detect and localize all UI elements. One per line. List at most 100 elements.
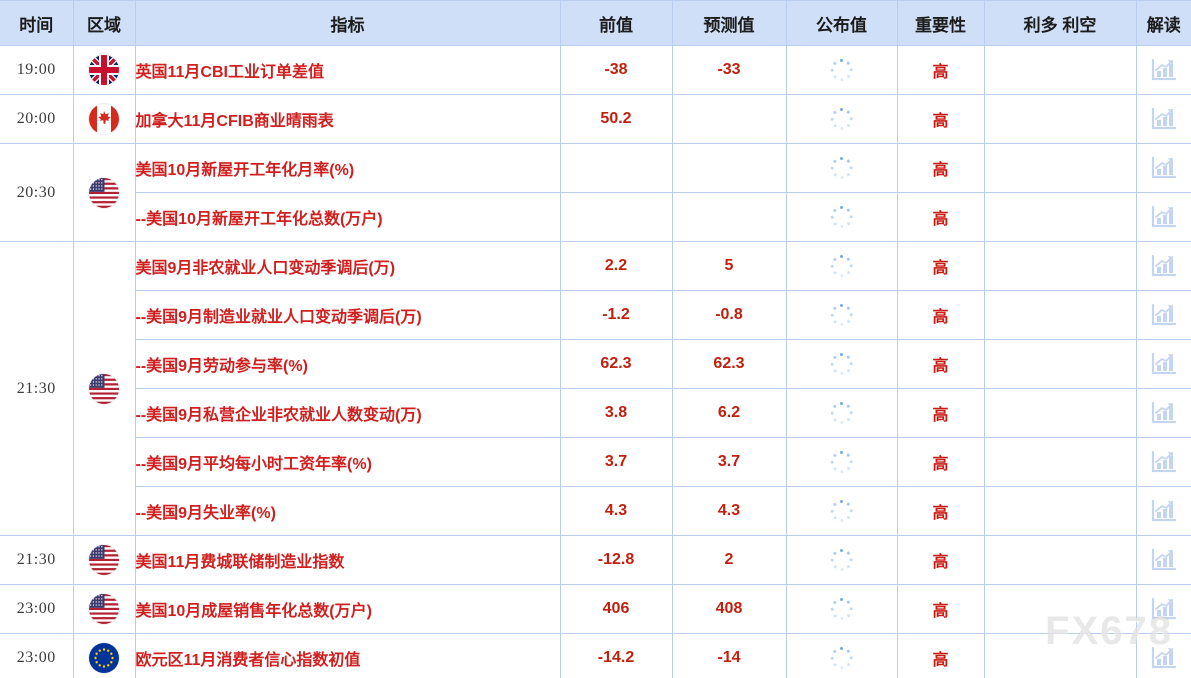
cell-forecast <box>671 143 787 193</box>
column-header-area[interactable]: 区域 <box>72 0 136 46</box>
loading-spinner-icon <box>830 304 853 326</box>
cell-indicator[interactable]: --美国9月私营企业非农就业人数变动(万) <box>135 388 561 438</box>
chart-icon[interactable] <box>1151 205 1177 229</box>
cell-analysis[interactable] <box>1135 45 1191 95</box>
chart-icon[interactable] <box>1151 548 1177 572</box>
table-row[interactable]: 19:00 英国11月CBI工业订单差值 -38 -33 高 <box>0 45 1191 95</box>
cell-previous: 50.2 <box>559 94 673 144</box>
chart-icon[interactable] <box>1151 303 1177 327</box>
chart-icon[interactable] <box>1151 401 1177 425</box>
cell-indicator[interactable]: --美国9月平均每小时工资年率(%) <box>135 437 561 487</box>
table-row[interactable]: 23:00 欧元区11月消费者信心指数初值 -14.2 -14 高 <box>0 633 1191 678</box>
cell-previous: -12.8 <box>559 535 673 585</box>
cell-area <box>72 633 136 678</box>
table-row[interactable]: 21:30 美国9月非农就业人口变动季调后(万) 2.2 5 高 <box>0 241 1191 536</box>
column-header-analysis[interactable]: 解读 <box>1135 0 1191 46</box>
chart-icon[interactable] <box>1151 254 1177 278</box>
chart-icon[interactable] <box>1151 352 1177 376</box>
usa-flag-icon <box>89 545 119 575</box>
chart-icon[interactable] <box>1151 597 1177 621</box>
eu-flag-icon <box>89 643 119 673</box>
cell-importance: 高 <box>896 486 985 536</box>
cell-indicator[interactable]: 美国11月费城联储制造业指数 <box>134 535 561 585</box>
cell-bias <box>983 535 1137 585</box>
table-row[interactable]: --美国9月平均每小时工资年率(%) 3.7 3.7 高 <box>0 437 1191 487</box>
cell-indicator[interactable]: 美国10月成屋销售年化总数(万户) <box>134 584 561 634</box>
table-body: 19:00 英国11月CBI工业订单差值 -38 -33 高 20:00 加拿大11月CFI… <box>0 45 1191 678</box>
cell-importance: 高 <box>896 241 985 291</box>
column-header-bias[interactable]: 利多 利空 <box>983 0 1137 46</box>
cell-forecast: 2 <box>671 535 787 585</box>
cell-analysis[interactable] <box>1135 486 1191 536</box>
column-header-indicator[interactable]: 指标 <box>134 0 561 46</box>
cell-indicator[interactable]: 英国11月CBI工业订单差值 <box>134 45 561 95</box>
usa-flag-icon <box>89 594 119 624</box>
cell-area <box>72 45 136 95</box>
chart-icon[interactable] <box>1151 499 1177 523</box>
cell-time: 20:30 <box>0 143 74 242</box>
cell-importance: 高 <box>896 339 985 389</box>
chart-icon[interactable] <box>1151 107 1177 131</box>
cell-analysis[interactable] <box>1135 192 1191 242</box>
table-row[interactable]: --美国9月私营企业非农就业人数变动(万) 3.8 6.2 高 <box>0 388 1191 438</box>
cell-indicator[interactable]: 加拿大11月CFIB商业晴雨表 <box>134 94 561 144</box>
chart-icon[interactable] <box>1151 58 1177 82</box>
cell-indicator[interactable]: 美国10月新屋开工年化月率(%) <box>134 143 561 193</box>
chart-icon[interactable] <box>1151 646 1177 670</box>
table-row[interactable]: 20:30 美国10月新屋开工年化月率(%) 高 <box>0 143 1191 242</box>
cell-indicator[interactable]: 美国9月非农就业人口变动季调后(万) <box>134 241 561 291</box>
cell-analysis[interactable] <box>1135 633 1191 678</box>
loading-spinner-icon <box>830 451 853 473</box>
usa-flag-icon <box>89 373 119 404</box>
chart-icon[interactable] <box>1151 156 1177 180</box>
cell-indicator[interactable]: 欧元区11月消费者信心指数初值 <box>134 633 561 678</box>
cell-importance: 高 <box>896 290 985 340</box>
cell-analysis[interactable] <box>1135 143 1191 193</box>
chart-icon[interactable] <box>1151 450 1177 474</box>
table-row[interactable]: --美国9月制造业就业人口变动季调后(万) -1.2 -0.8 高 <box>0 290 1191 340</box>
table-row[interactable]: 21:30 美国11月费城联储制造业指数 -12.8 2 高 <box>0 535 1191 585</box>
cell-area <box>72 94 136 144</box>
table-row[interactable]: --美国9月劳动参与率(%) 62.3 62.3 高 <box>0 339 1191 389</box>
column-header-previous[interactable]: 前值 <box>559 0 673 46</box>
cell-analysis[interactable] <box>1135 437 1191 487</box>
cell-forecast <box>671 192 787 242</box>
column-header-importance[interactable]: 重要性 <box>896 0 985 46</box>
cell-analysis[interactable] <box>1135 241 1191 291</box>
loading-spinner-icon <box>830 402 853 424</box>
cell-forecast: 3.7 <box>671 437 787 487</box>
column-header-published[interactable]: 公布值 <box>785 0 898 46</box>
cell-analysis[interactable] <box>1135 535 1191 585</box>
cell-forecast: -33 <box>671 45 787 95</box>
cell-bias <box>983 584 1137 634</box>
uk-flag-icon <box>89 55 119 85</box>
cell-importance: 高 <box>896 584 985 634</box>
cell-forecast: 6.2 <box>671 388 787 438</box>
cell-previous: 3.7 <box>559 437 673 487</box>
cell-analysis[interactable] <box>1135 388 1191 438</box>
cell-time: 20:00 <box>0 94 74 144</box>
cell-indicator[interactable]: --美国9月制造业就业人口变动季调后(万) <box>135 290 561 340</box>
cell-bias <box>983 94 1137 144</box>
cell-forecast: -0.8 <box>671 290 787 340</box>
cell-analysis[interactable] <box>1135 290 1191 340</box>
loading-spinner-icon <box>830 353 853 375</box>
cell-analysis[interactable] <box>1135 94 1191 144</box>
table-row[interactable]: --美国10月新屋开工年化总数(万户) 高 <box>0 192 1191 242</box>
cell-indicator[interactable]: --美国9月失业率(%) <box>135 486 561 536</box>
column-header-forecast[interactable]: 预测值 <box>671 0 787 46</box>
cell-importance: 高 <box>896 633 985 678</box>
cell-indicator[interactable]: --美国9月劳动参与率(%) <box>135 339 561 389</box>
cell-indicator[interactable]: --美国10月新屋开工年化总数(万户) <box>135 192 561 242</box>
table-row[interactable]: 23:00 美国10月成屋销售年化总数(万户) 406 408 高 <box>0 584 1191 634</box>
table-row[interactable]: --美国9月失业率(%) 4.3 4.3 高 <box>0 486 1191 536</box>
cell-analysis[interactable] <box>1135 584 1191 634</box>
column-header-time[interactable]: 时间 <box>0 0 74 46</box>
table-row[interactable]: 20:00 加拿大11月CFIB商业晴雨表 50.2 高 <box>0 94 1191 144</box>
cell-published <box>785 143 898 193</box>
cell-analysis[interactable] <box>1135 339 1191 389</box>
cell-previous: -14.2 <box>559 633 673 678</box>
loading-spinner-icon <box>830 108 853 130</box>
